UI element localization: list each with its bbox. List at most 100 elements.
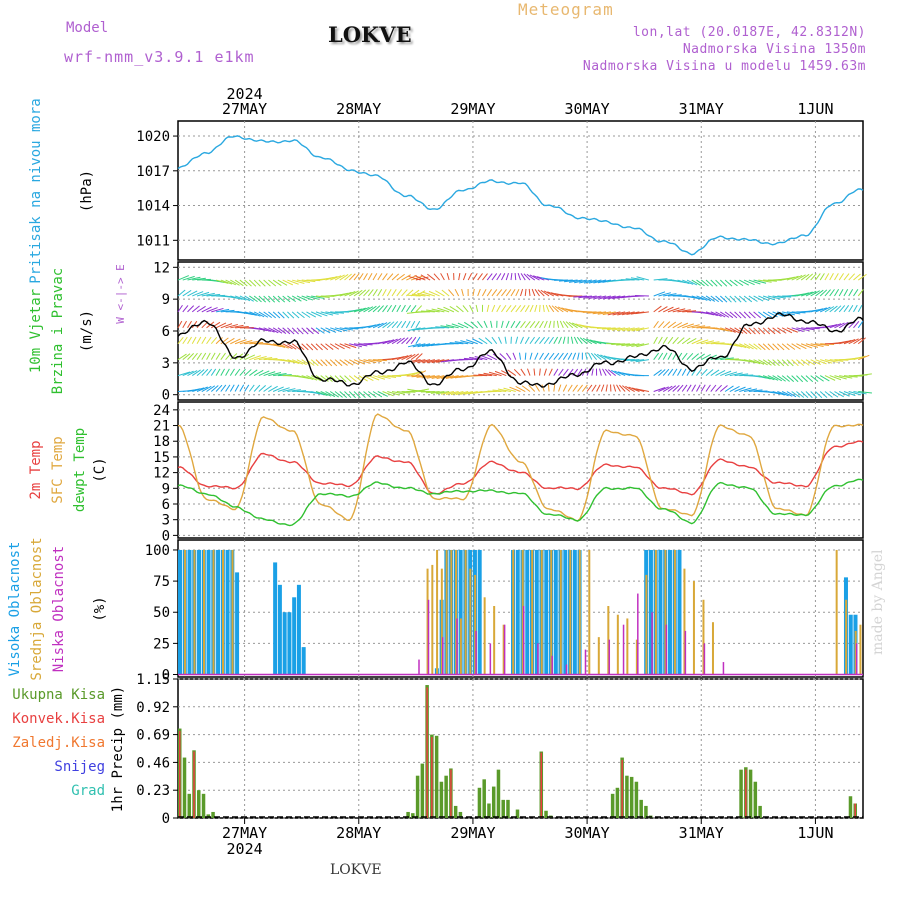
wind-arrow bbox=[339, 359, 348, 366]
lonlat-info: lon,lat (20.0187E, 42.8312N) bbox=[632, 25, 866, 40]
wind-arrow bbox=[372, 273, 378, 281]
wind-arrow bbox=[435, 391, 450, 395]
wind-arrow bbox=[596, 327, 611, 329]
wind-arrow bbox=[539, 336, 545, 345]
cloud-bar bbox=[692, 581, 695, 675]
wind-arrow bbox=[201, 368, 209, 376]
wind-arrow bbox=[474, 355, 488, 361]
wind-arrow bbox=[672, 337, 679, 345]
wind-arrow bbox=[562, 352, 569, 360]
wind-arrow bbox=[412, 359, 426, 363]
wind-arrow bbox=[325, 327, 337, 333]
wind-arrow bbox=[258, 370, 270, 377]
wind-arrow bbox=[543, 352, 550, 360]
wind-arrow bbox=[625, 385, 635, 392]
wind-arrow bbox=[520, 273, 526, 281]
wind-arrow bbox=[461, 288, 464, 297]
cloud-bar bbox=[515, 549, 520, 675]
wind-arrow bbox=[417, 343, 431, 348]
wind-arrow bbox=[277, 279, 288, 286]
wind-arrow bbox=[548, 320, 552, 328]
wind-arrow bbox=[484, 337, 493, 345]
conv-precip-bar bbox=[431, 737, 433, 818]
wind-arrow bbox=[853, 289, 859, 297]
wind-arrow bbox=[483, 372, 497, 377]
wind-arrow bbox=[625, 278, 640, 281]
wind-arrow bbox=[330, 327, 342, 333]
cloud-bar bbox=[835, 549, 838, 675]
wind-arrow bbox=[772, 343, 780, 351]
wind-arrow bbox=[504, 336, 507, 344]
wind-arrow bbox=[249, 279, 257, 287]
wind-arrow bbox=[719, 295, 728, 303]
wind-arrow bbox=[838, 288, 844, 297]
wind-arrow bbox=[187, 353, 195, 361]
wind-arrow bbox=[590, 352, 597, 360]
wind-arrow bbox=[230, 279, 240, 286]
wind-arrow bbox=[839, 375, 853, 379]
wind-arrow bbox=[329, 391, 339, 398]
wind-arrow bbox=[586, 338, 597, 345]
wind-arrow bbox=[291, 343, 301, 350]
wind-arrow bbox=[853, 304, 858, 313]
wind-arrow bbox=[497, 388, 512, 392]
wind-arrow bbox=[211, 307, 224, 313]
precip-bar bbox=[848, 796, 853, 818]
bottom-day-label: 31MAY bbox=[679, 824, 724, 842]
wind-arrow bbox=[757, 327, 766, 335]
wind-arrow bbox=[427, 273, 436, 281]
wind-arrow bbox=[853, 391, 867, 395]
wind-arrow bbox=[686, 324, 700, 329]
precip-bar bbox=[748, 769, 753, 818]
wind-arrow bbox=[839, 391, 850, 397]
precip-bar bbox=[453, 805, 458, 818]
wind-arrow bbox=[387, 391, 400, 396]
wind-arrow bbox=[455, 305, 464, 313]
wind-arrow bbox=[528, 384, 536, 392]
wind-arrow bbox=[268, 327, 279, 334]
wind-arrow bbox=[229, 384, 235, 392]
wind-arrow bbox=[599, 368, 602, 376]
wind-arrow bbox=[772, 311, 784, 317]
wind-arrow bbox=[553, 336, 559, 344]
cloud-bar bbox=[540, 549, 543, 675]
cloud-bar bbox=[493, 606, 496, 675]
wind-arrow bbox=[486, 289, 493, 297]
wind-arrow bbox=[515, 336, 519, 344]
wind-arrow bbox=[853, 355, 866, 361]
cloud-bar bbox=[458, 549, 463, 675]
wind-arrow bbox=[653, 352, 660, 360]
cloud-bar bbox=[483, 597, 486, 675]
wind-arrow bbox=[829, 323, 842, 329]
wind-arrow bbox=[325, 343, 334, 350]
wind-arrow bbox=[348, 391, 356, 399]
wind-arrow bbox=[653, 369, 662, 376]
wind-arrow bbox=[282, 295, 291, 303]
wind-arrow bbox=[372, 322, 384, 329]
wind-arrow bbox=[249, 311, 261, 317]
wind-arrow bbox=[559, 320, 564, 329]
cloud-bar bbox=[277, 584, 282, 675]
wind-arrow bbox=[529, 336, 536, 345]
wind-arrow bbox=[435, 290, 445, 297]
wind-arrow bbox=[405, 320, 411, 329]
wind-arrow bbox=[382, 375, 397, 378]
wind-arrow bbox=[763, 279, 777, 282]
cloud-bar bbox=[469, 568, 472, 675]
wind-arrow bbox=[672, 308, 686, 313]
cloud-bar bbox=[464, 549, 467, 675]
wind-arrow bbox=[520, 320, 526, 329]
wind-arrow bbox=[272, 311, 281, 319]
wind-arrow bbox=[491, 336, 498, 345]
wind-arrow bbox=[677, 384, 684, 392]
wind-arrow bbox=[701, 295, 712, 302]
wind-arrow bbox=[582, 337, 593, 345]
wind-arrow bbox=[553, 368, 559, 376]
precip-y-tick-label: 0.92 bbox=[136, 700, 170, 716]
wind-arrow bbox=[710, 311, 722, 317]
wind-arrow bbox=[273, 373, 287, 377]
wind-arrow bbox=[325, 391, 336, 398]
wind-arrow bbox=[568, 321, 578, 329]
wind-arrow bbox=[368, 375, 380, 381]
wind-arrow bbox=[686, 279, 698, 286]
